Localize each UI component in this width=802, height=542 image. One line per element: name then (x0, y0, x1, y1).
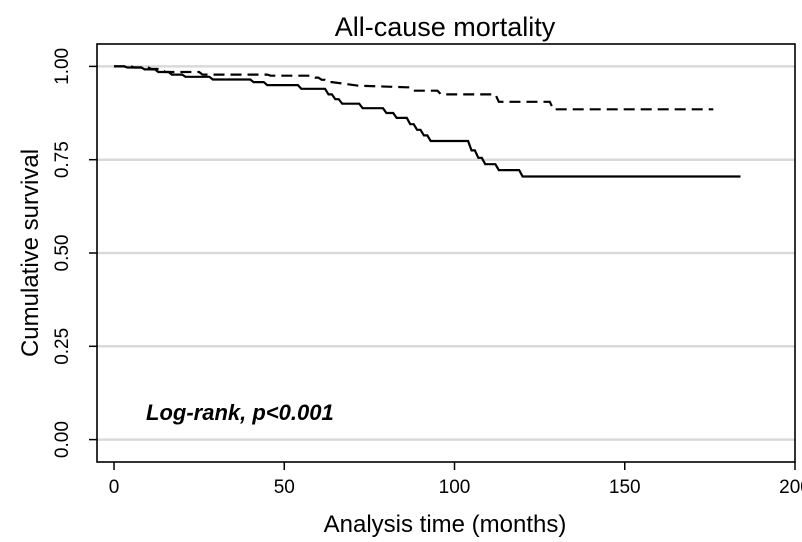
survival-curves (114, 65, 741, 178)
x-axis-label: Analysis time (months) (324, 511, 567, 538)
y-tick-label: 0.25 (52, 328, 73, 365)
survival-curve-dashed (114, 65, 714, 111)
y-axis-label: Cumulative survival (17, 149, 44, 357)
x-tick-label: 150 (609, 477, 641, 498)
x-tick-label: 200 (779, 477, 802, 498)
x-tick-label: 0 (109, 477, 120, 498)
x-tick-label: 50 (274, 477, 295, 498)
gridlines (97, 65, 795, 441)
log-rank-annotation: Log-rank, p<0.001 (146, 400, 334, 425)
axis-ticks: 0.00 0.25 0.50 0.75 1.00 0 50 100 150 200 (52, 48, 802, 498)
y-tick-label: 0.75 (52, 141, 73, 178)
survival-curve-solid (114, 65, 741, 178)
chart-title: All-cause mortality (335, 12, 556, 42)
y-tick-label: 0.00 (52, 421, 73, 458)
y-tick-label: 0.50 (52, 235, 73, 272)
x-tick-label: 100 (439, 477, 471, 498)
y-tick-label: 1.00 (52, 48, 73, 85)
